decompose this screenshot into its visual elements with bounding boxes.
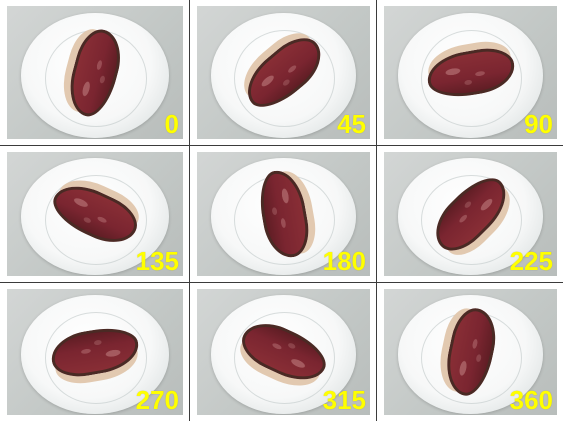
steak-photo [384,6,557,139]
angle-label: 0 [164,109,179,139]
panel-135: 135 [0,146,190,283]
angle-label: 270 [135,385,179,415]
angle-label: 225 [509,246,553,276]
steak-photo [7,289,183,415]
steak-photo [7,6,183,139]
steak-photo [384,289,557,415]
steak-photo [197,289,370,415]
angle-label: 90 [524,109,553,139]
panel-270: 270 [0,283,190,421]
panel-45: 45 [190,0,377,146]
angle-label: 45 [337,109,366,139]
panel-180: 180 [190,146,377,283]
steak-photo [197,152,370,276]
steak-photo [384,152,557,276]
angle-label: 315 [322,385,366,415]
steak-photo [197,6,370,139]
angle-label: 360 [509,385,553,415]
panel-90: 90 [377,0,563,146]
panel-225: 225 [377,146,563,283]
panel-0: 0 [0,0,190,146]
angle-label: 135 [135,246,179,276]
angle-label: 180 [322,246,366,276]
panel-360: 360 [377,283,563,421]
steak-photo [7,152,183,276]
panel-315: 315 [190,283,377,421]
